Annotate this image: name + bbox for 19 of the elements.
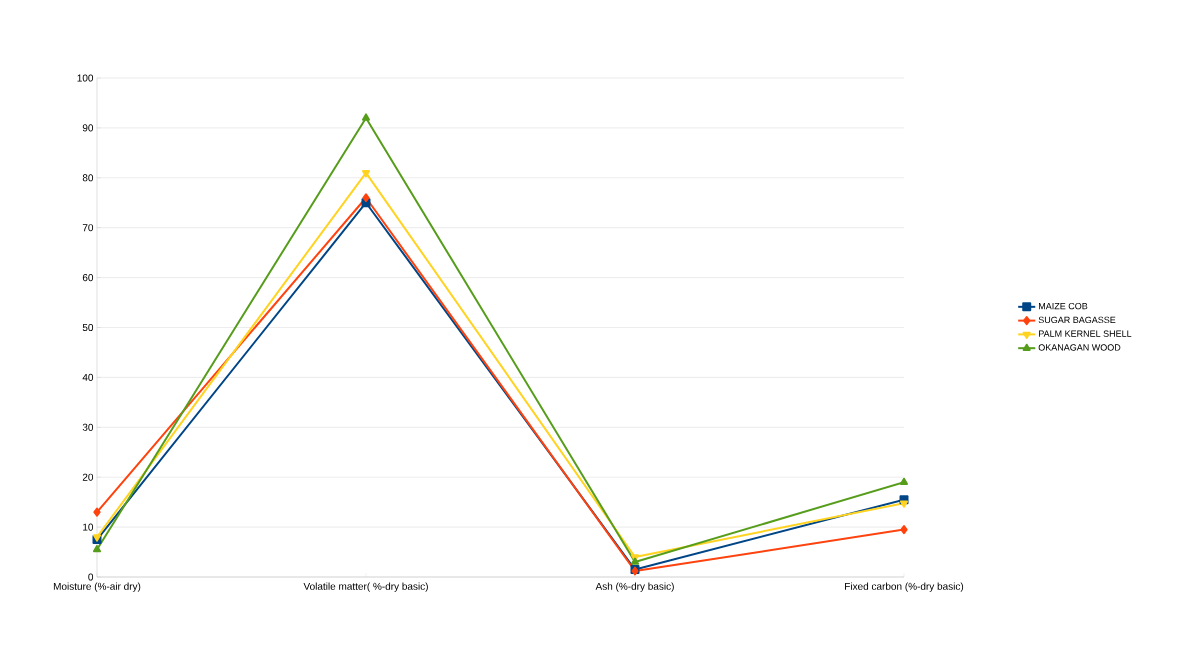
legend-label: SUGAR BAGASSE	[1038, 316, 1116, 324]
y-tick-label: 40	[82, 373, 94, 381]
y-tick-label: 30	[82, 423, 94, 431]
x-tick-label: Volatile matter( %-dry basic)	[303, 582, 428, 592]
y-tick-label: 90	[82, 124, 94, 132]
y-tick-label: 0	[88, 573, 94, 581]
y-tick-label: 20	[82, 473, 94, 481]
legend-label: PALM KERNEL SHELL	[1038, 330, 1132, 337]
x-tick-label: Moisture (%-air dry)	[53, 582, 141, 592]
y-tick-label: 70	[82, 224, 94, 232]
x-tick-label: Fixed carbon (%-dry basic)	[845, 582, 964, 592]
y-tick-label: 10	[83, 523, 94, 531]
legend-label: MAIZE COB	[1038, 302, 1088, 310]
legend-label: OKANAGAN WOOD	[1038, 344, 1121, 351]
y-tick-label: 80	[82, 174, 94, 182]
x-tick-label: Ash (%-dry basic)	[595, 582, 674, 592]
y-tick-label: 50	[82, 323, 94, 332]
y-tick-label: 60	[82, 274, 94, 282]
y-tick-label: 100	[77, 74, 94, 82]
